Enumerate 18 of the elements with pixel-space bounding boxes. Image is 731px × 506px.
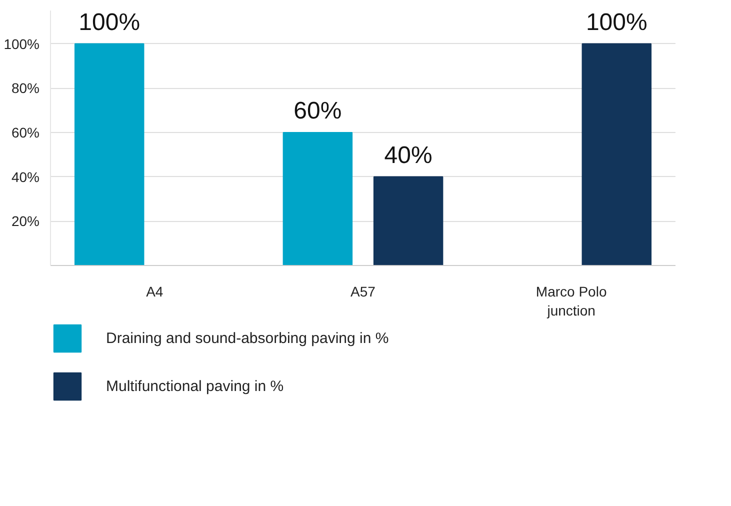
bar: [373, 176, 444, 266]
bar: [74, 43, 144, 266]
x-tick-label: Marco Polo junction: [536, 284, 607, 319]
data-label: 40%: [384, 142, 432, 169]
data-label: 100%: [586, 8, 648, 36]
bar: [582, 43, 652, 266]
y-tick-label: 60%: [11, 124, 40, 140]
y-tick-label: 20%: [11, 213, 40, 230]
legend-label: Draining and sound-absorbing paving in %: [106, 330, 389, 346]
y-tick-label: 80%: [11, 80, 40, 96]
y-tick-label: 40%: [11, 168, 40, 185]
x-tick-label: A57: [350, 284, 376, 300]
bar: [282, 132, 353, 266]
y-tick-label: 100%: [4, 36, 40, 52]
legend-label: Multifunctional paving in %: [106, 378, 284, 394]
data-label: 60%: [294, 97, 342, 124]
x-tick-label: A4: [146, 284, 164, 300]
data-label: 100%: [78, 8, 140, 36]
